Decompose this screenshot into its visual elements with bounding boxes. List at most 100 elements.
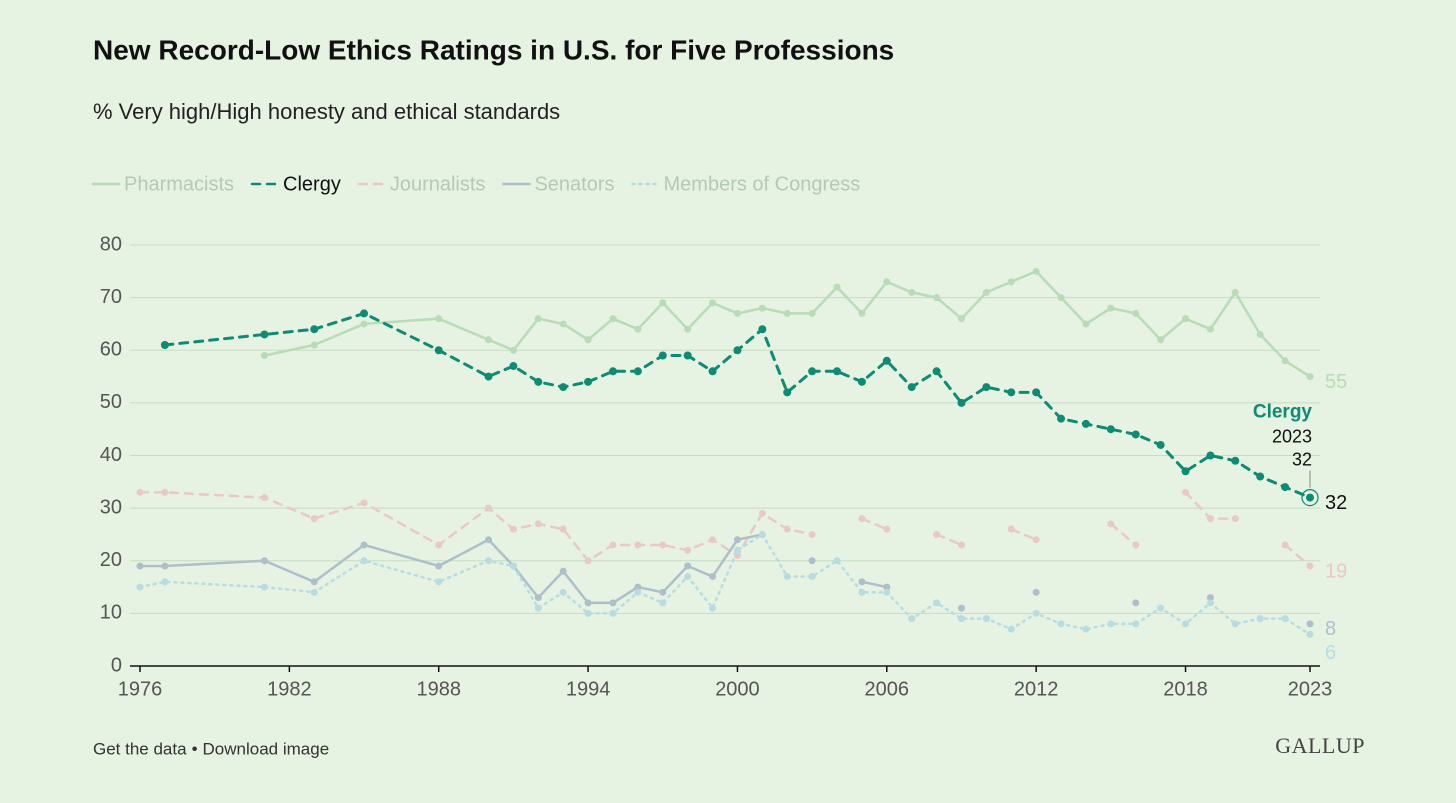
data-point <box>659 541 667 549</box>
data-point <box>534 315 542 323</box>
data-point <box>982 383 991 392</box>
data-point <box>1206 594 1214 602</box>
data-point <box>783 388 792 397</box>
data-point <box>833 283 841 291</box>
data-point <box>908 288 916 296</box>
data-point <box>434 346 443 355</box>
data-point <box>882 356 891 365</box>
legend-label: Journalists <box>390 173 486 195</box>
data-point <box>1032 388 1041 397</box>
data-point <box>858 515 866 523</box>
data-point <box>584 609 592 617</box>
data-point <box>484 372 493 381</box>
data-point <box>883 525 891 533</box>
data-point <box>1082 320 1090 328</box>
end-label: 6 <box>1325 642 1336 664</box>
data-point <box>709 536 717 544</box>
data-point <box>1032 267 1040 275</box>
data-point <box>310 341 318 349</box>
data-point <box>360 499 368 507</box>
data-point <box>634 588 642 596</box>
data-point <box>584 599 592 607</box>
chart-title: New Record-Low Ethics Ratings in U.S. fo… <box>93 34 894 65</box>
download-link[interactable]: Download image <box>203 739 330 758</box>
data-point <box>1231 288 1239 296</box>
data-point <box>509 562 517 570</box>
data-point <box>435 578 443 586</box>
end-label: 8 <box>1325 618 1336 640</box>
highlight-ring <box>1301 489 1319 507</box>
data-point <box>858 309 866 317</box>
gallup-logo: GALLUP <box>1275 733 1365 758</box>
data-point <box>1306 562 1314 570</box>
data-point <box>1206 325 1214 333</box>
series-line <box>138 491 1312 568</box>
data-point <box>1081 419 1090 428</box>
data-point <box>933 294 941 302</box>
get-data-link[interactable]: Get the data <box>93 739 187 758</box>
data-point <box>609 315 617 323</box>
data-point <box>360 557 368 565</box>
data-point <box>1007 625 1015 633</box>
data-point <box>1107 620 1115 628</box>
y-tick-label: 20 <box>100 549 122 571</box>
legend-item[interactable]: Senators <box>502 173 615 195</box>
data-point <box>709 299 717 307</box>
data-point <box>1231 620 1239 628</box>
data-point <box>783 309 791 317</box>
data-point <box>435 562 443 570</box>
legend-item[interactable]: Members of Congress <box>631 173 861 195</box>
data-point <box>808 309 816 317</box>
data-point <box>1057 414 1066 423</box>
legend-item[interactable]: Clergy <box>250 173 341 195</box>
legend-item[interactable]: Pharmacists <box>91 173 234 195</box>
series-line <box>263 270 1312 378</box>
data-point <box>858 578 866 586</box>
legend-label: Senators <box>534 173 614 195</box>
data-point <box>1132 541 1140 549</box>
data-point <box>310 588 318 596</box>
data-point <box>435 541 443 549</box>
data-point <box>1281 541 1289 549</box>
data-point <box>808 530 816 538</box>
data-point <box>857 377 866 386</box>
data-point <box>1306 373 1314 381</box>
data-point <box>1182 488 1190 496</box>
data-point <box>758 530 766 538</box>
data-point <box>161 488 169 496</box>
data-point <box>634 541 642 549</box>
data-point <box>310 578 318 586</box>
legend-item[interactable]: Journalists <box>357 173 486 195</box>
data-point <box>733 546 741 554</box>
x-tick-label: 1994 <box>566 678 611 700</box>
data-point <box>609 609 617 617</box>
data-point <box>908 615 916 623</box>
data-point <box>957 398 966 407</box>
x-tick-label: 2012 <box>1014 678 1059 700</box>
y-tick-label: 50 <box>100 391 122 413</box>
data-point <box>883 588 891 596</box>
data-point <box>584 377 593 386</box>
data-point <box>360 309 369 318</box>
data-point <box>260 352 268 360</box>
data-point <box>559 567 567 575</box>
data-point <box>1032 588 1040 596</box>
data-point <box>360 541 368 549</box>
data-point <box>161 562 169 570</box>
data-point <box>1132 599 1140 607</box>
data-point <box>1206 599 1214 607</box>
data-point <box>634 325 642 333</box>
data-point <box>509 362 518 371</box>
data-point <box>136 562 144 570</box>
x-tick-label: 1988 <box>416 678 461 700</box>
data-point <box>684 325 692 333</box>
data-point <box>858 588 866 596</box>
data-point <box>659 588 667 596</box>
data-point <box>534 377 543 386</box>
data-point <box>833 367 842 376</box>
data-point <box>883 583 891 591</box>
data-point <box>360 320 368 328</box>
data-point <box>907 383 916 392</box>
data-point <box>1007 388 1016 397</box>
